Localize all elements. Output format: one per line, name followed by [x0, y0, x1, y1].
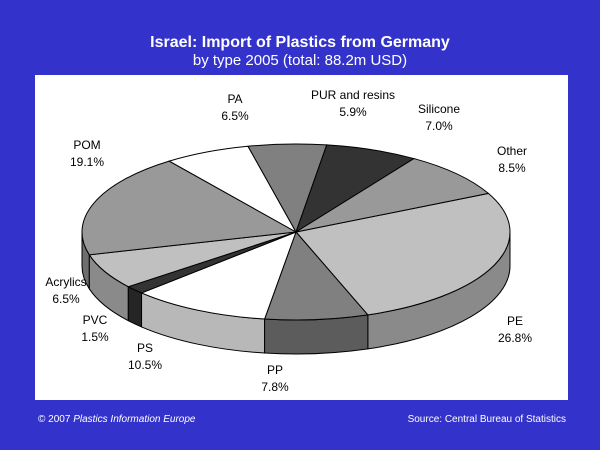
- slice-value-pur-and-resins: 5.9%: [339, 105, 367, 119]
- pie-slice-ps: [140, 231, 297, 320]
- slice-label-pur-and-resins: PUR and resins: [311, 88, 395, 102]
- slice-value-pe: 26.8%: [498, 331, 532, 345]
- pie-slice-other: [295, 158, 490, 233]
- source-footer: Source: Central Bureau of Statistics: [407, 414, 566, 425]
- slice-value-pa: 6.5%: [221, 109, 249, 123]
- chart-title: Israel: Import of Plastics from Germany: [150, 34, 450, 51]
- publisher-name: Plastics Information Europe: [73, 414, 196, 425]
- slice-value-silicone: 7.0%: [425, 119, 453, 133]
- plot-area: PE 26.8% PP 7.8% PS 10.5% PVC 1.5% Acrylics 6.5% P…: [35, 75, 568, 400]
- pie-slice-pom: [81, 160, 298, 256]
- slice-value-pvc: 1.5%: [81, 330, 109, 344]
- slice-value-other: 8.5%: [498, 161, 526, 175]
- copyright-footer: © 2007 Plastics Information Europe: [38, 414, 195, 425]
- slice-label-ps: PS: [137, 341, 153, 355]
- slice-label-acrylics: Acrylics: [45, 275, 86, 289]
- slice-label-pom: POM: [73, 138, 100, 152]
- pie-slice-pp: [263, 231, 369, 321]
- chart-subtitle: by type 2005 (total: 88.2m USD): [192, 52, 408, 69]
- slice-value-pom: 19.1%: [70, 155, 104, 169]
- slice-label-pvc: PVC: [83, 313, 108, 327]
- slice-label-silicone: Silicone: [418, 102, 460, 116]
- pie-chart: PE 26.8% PP 7.8% PS 10.5% PVC 1.5% Acrylics 6.5% P…: [45, 88, 532, 394]
- pie-slice-pe: [295, 192, 511, 316]
- slice-label-pp: PP: [267, 363, 283, 377]
- slice-label-pa: PA: [227, 92, 242, 106]
- slice-label-pe: PE: [507, 314, 523, 328]
- slice-value-ps: 10.5%: [128, 358, 162, 372]
- slice-value-acrylics: 6.5%: [52, 292, 80, 306]
- slice-value-pp: 7.8%: [261, 380, 289, 394]
- copyright-text: © 2007: [38, 414, 71, 425]
- pie-wall-pp: [264, 314, 369, 355]
- slice-label-other: Other: [497, 144, 527, 158]
- pie-wall-pvc: [127, 285, 143, 328]
